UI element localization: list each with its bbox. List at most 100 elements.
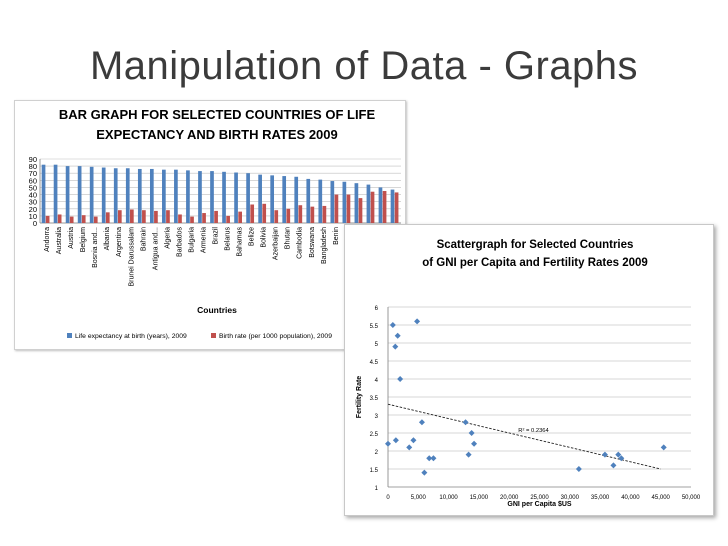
life-expectancy-bar — [354, 183, 359, 223]
birth-rate-bar — [394, 192, 399, 223]
birth-rate-bar — [166, 210, 170, 223]
data-point — [615, 451, 622, 458]
data-point — [385, 440, 391, 447]
y-tick-label: 30 — [29, 198, 37, 207]
life-expectancy-bar — [318, 179, 323, 223]
y-tick-label: 2.5 — [370, 432, 379, 438]
y-tick-label: 4 — [375, 378, 379, 384]
life-expectancy-bar — [246, 173, 250, 223]
x-tick-label: 0 — [386, 495, 390, 501]
life-expectancy-bar — [137, 168, 142, 223]
life-expectancy-bar — [222, 171, 226, 223]
life-expectancy-bar — [113, 168, 118, 223]
category-label: Brunei Darussalam — [128, 227, 135, 287]
life-expectancy-bar — [210, 171, 214, 223]
x-tick-label: 20,000 — [500, 495, 519, 501]
y-tick-label: 3.5 — [370, 396, 379, 402]
data-point — [418, 419, 425, 426]
life-expectancy-bar — [198, 171, 202, 223]
scatter-chart-title: of GNI per Capita and Fertility Rates 20… — [422, 257, 648, 269]
y-tick-label: 5 — [375, 342, 379, 348]
category-label: Bhutan — [285, 227, 292, 249]
category-label: Barbados — [176, 227, 183, 257]
birth-rate-bar — [105, 212, 110, 223]
y-tick-label: 40 — [29, 191, 37, 200]
bar-chart-panel: BAR GRAPH FOR SELECTED COUNTRIES OF LIFE… — [14, 100, 406, 350]
y-tick-label: 20 — [29, 205, 37, 214]
birth-rate-bar — [69, 216, 74, 223]
data-point — [394, 332, 401, 339]
x-tick-label: 50,000 — [682, 495, 701, 501]
data-point — [468, 430, 475, 436]
life-expectancy-bar — [77, 166, 82, 223]
data-point — [601, 451, 608, 458]
category-label: Bahamas — [237, 227, 244, 257]
y-axis-title: Fertility Rate — [356, 376, 363, 419]
scatter-chart-panel: Scattergraph for Selected Countries of GN… — [344, 224, 714, 516]
birth-rate-bar — [358, 198, 363, 223]
category-label: Bahrain — [140, 227, 147, 251]
life-expectancy-bar — [282, 176, 287, 223]
birth-rate-bar — [370, 191, 375, 223]
category-label: Bulgaria — [188, 227, 195, 253]
birth-rate-bar — [262, 203, 267, 223]
x-axis-title: Countries — [197, 305, 237, 315]
category-label: Australia — [56, 227, 63, 254]
y-tick-label: 10 — [29, 212, 37, 221]
birth-rate-bar — [202, 213, 206, 223]
category-label: Brazil — [212, 227, 219, 245]
category-label: Azerbaijan — [273, 227, 280, 260]
x-tick-label: 5,000 — [411, 495, 427, 501]
category-label: Botswana — [309, 227, 316, 258]
life-expectancy-bar — [342, 181, 347, 223]
birth-rate-bar — [250, 204, 255, 223]
birth-rate-bar — [142, 210, 146, 223]
birth-rate-bar — [298, 205, 303, 223]
life-expectancy-bar — [366, 184, 371, 223]
category-label: Bosnia and... — [92, 227, 99, 268]
slide-title: Manipulation of Data - Graphs — [89, 44, 639, 88]
birth-rate-bar — [117, 210, 122, 223]
legend-swatch — [211, 333, 216, 338]
x-tick-label: 40,000 — [621, 495, 640, 501]
y-tick-label: 90 — [29, 155, 37, 164]
birth-rate-bar — [93, 216, 98, 223]
data-point — [392, 343, 399, 350]
birth-rate-bar — [334, 194, 339, 223]
y-tick-label: 50 — [29, 183, 37, 192]
x-tick-label: 35,000 — [591, 495, 610, 501]
y-tick-label: 3 — [375, 414, 379, 420]
legend-label: Life expectancy at birth (years), 2009 — [75, 333, 187, 340]
category-label: Albania — [104, 227, 111, 250]
birth-rate-bar — [226, 215, 230, 223]
y-tick-label: 60 — [29, 176, 37, 185]
y-tick-label: 80 — [29, 162, 37, 171]
data-point — [397, 376, 404, 382]
category-label: Antigua and... — [152, 227, 159, 270]
life-expectancy-bar — [65, 166, 70, 223]
birth-rate-bar — [214, 210, 218, 223]
category-label: Belgium — [80, 227, 87, 252]
x-tick-label: 45,000 — [652, 495, 671, 501]
data-point — [575, 466, 582, 472]
r-squared-label: R² = 0.2364 — [518, 428, 549, 434]
data-point — [660, 444, 667, 451]
birth-rate-bar — [310, 206, 315, 223]
life-expectancy-bar — [270, 175, 275, 223]
birth-rate-bar — [81, 215, 86, 223]
x-tick-label: 25,000 — [530, 495, 549, 501]
life-expectancy-bar — [234, 172, 238, 223]
life-expectancy-bar — [162, 169, 166, 223]
data-point — [392, 437, 399, 444]
life-expectancy-bar — [294, 176, 299, 223]
birth-rate-bar — [130, 209, 134, 223]
legend-swatch — [67, 333, 72, 338]
scatter-chart-title: Scattergraph for Selected Countries — [437, 239, 634, 251]
birth-rate-bar — [238, 211, 243, 223]
category-label: Belize — [249, 227, 256, 246]
life-expectancy-bar — [186, 170, 190, 223]
y-tick-label: 1 — [375, 486, 379, 492]
life-expectancy-bar — [174, 169, 178, 223]
birth-rate-bar — [286, 208, 291, 223]
birth-rate-bar — [45, 215, 50, 223]
